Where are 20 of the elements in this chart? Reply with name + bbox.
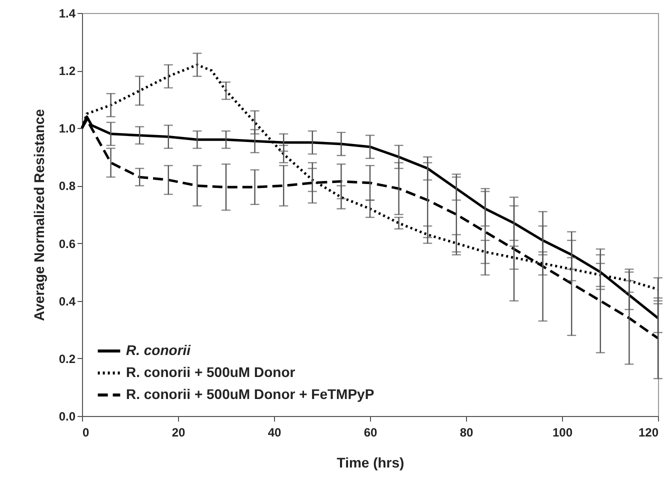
y-tick-label: 0.0 bbox=[58, 410, 76, 424]
y-tick-label: 0.2 bbox=[58, 352, 76, 366]
y-tick-label: 1.2 bbox=[58, 64, 76, 78]
y-axis-title: Average Normalized Resistance bbox=[30, 108, 47, 321]
y-tick-label: 1.4 bbox=[58, 6, 76, 20]
legend-label: R. conorii + 500uM Donor bbox=[126, 364, 296, 380]
y-tick-label: 0.4 bbox=[58, 294, 76, 308]
x-tick-label: 80 bbox=[460, 426, 474, 440]
y-tick-label: 0.6 bbox=[58, 236, 76, 251]
x-axis-title: Time (hrs) bbox=[336, 454, 404, 470]
x-tick-label: 120 bbox=[638, 426, 659, 440]
legend-label: R. conorii bbox=[126, 342, 192, 358]
y-tick-label: 1.0 bbox=[58, 122, 76, 136]
x-tick-label: 60 bbox=[364, 426, 378, 440]
x-tick-label: 100 bbox=[552, 426, 573, 440]
y-tick-label: 0.8 bbox=[58, 179, 76, 194]
legend-label: R. conorii + 500uM Donor + FeTMPyP bbox=[126, 386, 374, 402]
x-tick-label: 40 bbox=[268, 426, 282, 440]
x-tick-label: 20 bbox=[172, 426, 186, 440]
x-tick-label: 0 bbox=[82, 426, 90, 440]
